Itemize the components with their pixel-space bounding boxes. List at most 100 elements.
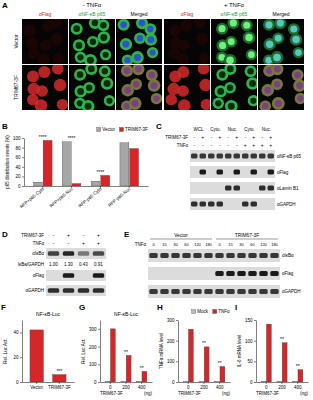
y-axis-title: TNFα mRNA level xyxy=(159,333,164,369)
x-axis: RFP+p65-CytoRFP+p65-NucRFP-p65-CytoRFP-p… xyxy=(19,186,149,210)
legend-swatch xyxy=(119,128,123,132)
sign: + xyxy=(244,142,247,148)
bar xyxy=(72,184,81,186)
sign: + xyxy=(97,232,100,238)
bar xyxy=(183,381,188,382)
cell xyxy=(272,97,285,110)
nucleus xyxy=(88,66,95,73)
blot xyxy=(148,285,280,298)
band xyxy=(268,154,274,159)
cell-overlay xyxy=(293,79,304,91)
band xyxy=(93,251,104,255)
nucleus xyxy=(147,36,154,43)
micrograph xyxy=(164,19,210,64)
cell xyxy=(53,53,64,64)
y-tick: 200 xyxy=(167,339,178,344)
bars xyxy=(30,330,66,382)
nucleus xyxy=(292,36,299,43)
nucleus xyxy=(100,22,106,28)
micrograph xyxy=(258,65,304,110)
y-tick: 40 xyxy=(13,330,22,335)
cell xyxy=(134,32,146,44)
sign: - xyxy=(261,134,263,140)
cell xyxy=(178,39,190,51)
y-tick: 0 xyxy=(250,380,256,385)
x-axis: 0200400 xyxy=(101,382,153,390)
row-label: TRIM67-3F xyxy=(13,75,19,100)
axis-line xyxy=(24,139,25,187)
x-axis: VectorTRIM67-3F xyxy=(23,382,75,390)
band xyxy=(268,170,274,175)
band xyxy=(237,271,245,276)
group-rule xyxy=(150,239,212,240)
time-label: 120 xyxy=(194,242,201,247)
time-label: 60 xyxy=(250,242,255,247)
band xyxy=(237,253,245,258)
y-tick: 0 xyxy=(172,380,178,385)
panel-label: E xyxy=(124,230,130,239)
bar xyxy=(293,381,298,382)
y-tick: 100 xyxy=(245,339,256,344)
tick-label: RFP-p65-Nuc xyxy=(107,186,132,208)
chart-title: NF-κB-Luc xyxy=(36,311,60,317)
tick-mark xyxy=(20,332,22,333)
band xyxy=(160,253,168,258)
sign: - xyxy=(53,240,55,246)
x-axis-unit: (ng) xyxy=(300,391,309,396)
cell xyxy=(166,94,177,105)
axis-line xyxy=(257,382,309,383)
band xyxy=(248,271,256,276)
cell xyxy=(245,65,257,77)
sign: - xyxy=(53,232,55,238)
tick-label: 60 xyxy=(15,155,21,160)
bar xyxy=(91,181,100,186)
micrograph xyxy=(164,65,210,110)
cell xyxy=(177,53,190,64)
tick-label: 40 xyxy=(15,165,21,170)
bar xyxy=(33,182,42,186)
band xyxy=(234,170,240,175)
nucleus xyxy=(124,57,130,63)
y-tick: 40 xyxy=(15,165,24,170)
cell xyxy=(37,53,50,64)
y-axis: 02040 xyxy=(13,321,22,385)
cell xyxy=(213,98,224,109)
tick-mark xyxy=(254,361,256,362)
bar xyxy=(220,367,225,383)
cell xyxy=(97,19,109,31)
tick-mark xyxy=(22,138,24,139)
cell xyxy=(194,19,206,29)
cell xyxy=(177,66,189,78)
sign: + xyxy=(252,142,255,148)
y-axis-title: Rel. Luc Act. xyxy=(81,338,86,363)
band xyxy=(259,186,265,191)
cell xyxy=(144,23,156,35)
tick-label: 100 xyxy=(245,339,253,344)
band xyxy=(251,154,257,159)
blot-background xyxy=(190,150,275,162)
row-label: TRIM67-3F xyxy=(21,233,44,238)
bar xyxy=(199,381,204,382)
tick-label: 300 xyxy=(167,318,175,323)
tick-mark xyxy=(204,382,205,384)
cell xyxy=(198,65,210,75)
band xyxy=(259,253,267,258)
x-axis: 0200400 xyxy=(179,382,231,390)
cell xyxy=(28,48,39,59)
bar xyxy=(110,329,115,382)
blot-label: αNF-κB p65 xyxy=(277,154,302,159)
band xyxy=(191,154,197,159)
cell-overlay xyxy=(295,93,304,104)
tick-label: 200 xyxy=(278,385,286,390)
bars xyxy=(33,140,138,186)
time-label: 30 xyxy=(239,242,244,247)
nucleus xyxy=(77,88,84,95)
legend-item: Mock xyxy=(192,309,209,314)
sign: + xyxy=(97,240,100,246)
cell xyxy=(74,69,86,81)
tick-mark xyxy=(219,382,220,384)
sign: - xyxy=(236,142,238,148)
legend-swatch xyxy=(213,310,217,314)
tick-label: 0 xyxy=(187,385,190,390)
nucleus xyxy=(266,41,273,48)
